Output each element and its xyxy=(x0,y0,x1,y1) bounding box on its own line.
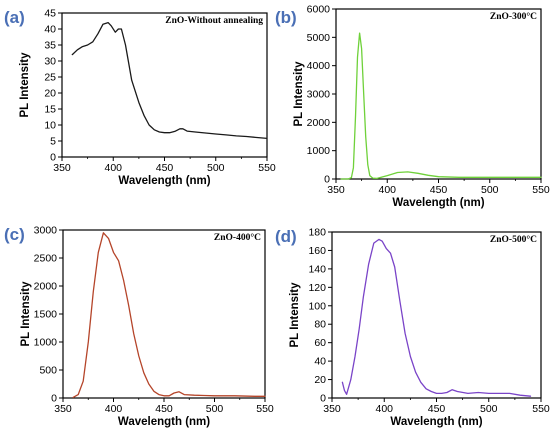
y-tick-label: 6000 xyxy=(307,4,331,16)
panel-letter: (d) xyxy=(275,227,297,246)
x-tick-label: 350 xyxy=(323,403,341,415)
x-tick-label: 450 xyxy=(156,162,174,174)
x-tick-label: 500 xyxy=(481,184,499,196)
x-tick-label: 450 xyxy=(430,184,448,196)
y-tick-label: 1000 xyxy=(34,337,58,349)
y-tick-label: 0 xyxy=(324,174,330,186)
y-tick-label: 1000 xyxy=(307,145,331,157)
series-line xyxy=(72,232,266,399)
y-tick-label: 4000 xyxy=(307,60,331,72)
y-tick-label: 40 xyxy=(44,24,56,36)
y-tick-label: 25 xyxy=(44,72,56,84)
panel-letter: (b) xyxy=(275,8,297,27)
panel-title: ZnO-500°C xyxy=(490,234,537,245)
y-tick-label: 160 xyxy=(308,245,326,257)
panel-1: (a) ZnO-Without annealing 350 400 450 500 550 0… xyxy=(4,8,276,188)
y-tick-label: 15 xyxy=(44,104,56,116)
plot-frame xyxy=(331,231,542,399)
y-axis-title: PL Intensity xyxy=(289,282,301,348)
y-tick-label: 120 xyxy=(308,282,326,294)
y-tick-label: 5000 xyxy=(307,32,331,44)
panel-3: (c) ZnO-400°C 350 400 450 500 550 0 500 1000 1500 2… xyxy=(4,225,274,429)
y-tick-label: 10 xyxy=(44,120,56,132)
y-tick-label: 60 xyxy=(314,337,326,349)
panel-title: ZnO-Without annealing xyxy=(165,16,263,26)
panel-4: (d) ZnO-500°C 350 400 450 500 550 0 20 40 60 80 100 1… xyxy=(275,227,550,429)
panel-title: ZnO-400°C xyxy=(214,232,261,243)
y-tick-label: 20 xyxy=(44,88,56,100)
x-tick-label: 350 xyxy=(54,403,72,415)
x-axis-title: Wavelength (nm) xyxy=(392,197,484,209)
x-tick-label: 450 xyxy=(155,403,173,415)
series-line xyxy=(71,21,268,140)
y-tick-label: 2000 xyxy=(34,281,58,293)
x-tick-label: 500 xyxy=(480,403,498,415)
y-tick-label: 35 xyxy=(44,40,56,52)
panel-title: ZnO-300°C xyxy=(490,11,537,22)
x-tick-label: 400 xyxy=(378,184,396,196)
y-tick-label: 45 xyxy=(44,8,56,20)
x-axis-title: Wavelength (nm) xyxy=(118,175,210,187)
y-tick-label: 2000 xyxy=(307,117,331,129)
y-tick-label: 3000 xyxy=(307,89,331,101)
y-tick-label: 2500 xyxy=(34,253,58,265)
x-tick-label: 450 xyxy=(428,403,446,415)
panel-letter: (a) xyxy=(4,8,25,27)
y-axis-title: PL Intensity xyxy=(293,61,305,127)
x-axis-title: Wavelength (nm) xyxy=(118,416,210,428)
panel-letter: (c) xyxy=(4,225,25,244)
y-tick-label: 1500 xyxy=(34,309,58,321)
panel-2: (b) ZnO-300°C 350 400 450 500 550 0 1000 2000 3000… xyxy=(275,4,550,210)
y-tick-label: 20 xyxy=(314,374,326,386)
y-tick-label: 140 xyxy=(308,263,326,275)
y-tick-label: 30 xyxy=(44,56,56,68)
series-line xyxy=(341,238,532,397)
y-tick-label: 40 xyxy=(314,356,326,368)
x-tick-label: 550 xyxy=(532,403,550,415)
x-tick-label: 400 xyxy=(375,403,393,415)
x-axis-title: Wavelength (nm) xyxy=(390,416,482,428)
x-tick-label: 500 xyxy=(207,162,225,174)
x-tick-label: 400 xyxy=(104,162,122,174)
x-tick-label: 550 xyxy=(258,162,276,174)
plot-frame xyxy=(62,229,266,399)
y-tick-label: 0 xyxy=(50,152,56,164)
y-tick-label: 80 xyxy=(314,319,326,331)
x-tick-label: 500 xyxy=(206,403,224,415)
y-axis-title: PL Intensity xyxy=(20,281,32,347)
y-tick-label: 100 xyxy=(308,300,326,312)
y-tick-label: 500 xyxy=(39,365,57,377)
x-tick-label: 350 xyxy=(53,162,71,174)
y-tick-label: 0 xyxy=(320,393,326,405)
x-tick-label: 400 xyxy=(105,403,123,415)
x-tick-label: 350 xyxy=(327,184,345,196)
y-axis-title: PL Intensity xyxy=(19,52,31,118)
series-line xyxy=(340,32,542,180)
y-tick-label: 3000 xyxy=(34,225,58,237)
y-tick-label: 5 xyxy=(50,136,56,148)
x-tick-label: 550 xyxy=(256,403,274,415)
y-tick-label: 0 xyxy=(51,393,57,405)
y-tick-label: 180 xyxy=(308,227,326,239)
x-tick-label: 550 xyxy=(532,184,550,196)
